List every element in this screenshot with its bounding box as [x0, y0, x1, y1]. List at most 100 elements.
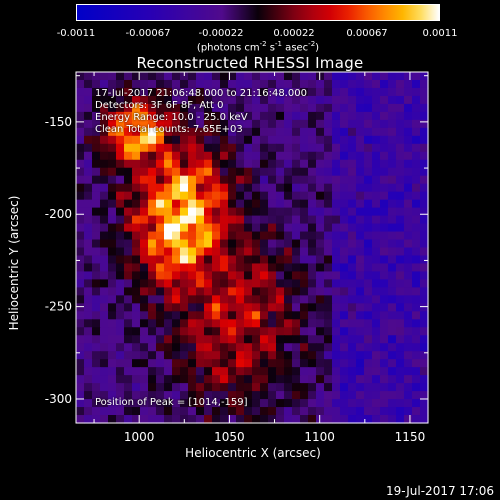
- heatmap-cell: [396, 399, 405, 408]
- heatmap-cell: [132, 215, 141, 225]
- heatmap-cell: [348, 159, 357, 169]
- heatmap-cell: [116, 191, 125, 201]
- heatmap-cell: [188, 271, 197, 281]
- heatmap-cell: [164, 143, 173, 153]
- heatmap-cell: [332, 159, 341, 169]
- heatmap-cell: [324, 231, 333, 241]
- heatmap-cell: [140, 359, 149, 368]
- heatmap-cell: [316, 263, 325, 273]
- heatmap-cell: [324, 223, 333, 233]
- heatmap-cell: [356, 159, 365, 169]
- heatmap-cell: [212, 231, 221, 241]
- heatmap-cell: [284, 327, 293, 336]
- heatmap-cell: [236, 263, 245, 273]
- heatmap-cell: [308, 263, 317, 273]
- heatmap-cell: [148, 95, 157, 105]
- heatmap-cell: [364, 279, 373, 288]
- heatmap-cell: [316, 135, 325, 145]
- heatmap-cell: [380, 72, 389, 81]
- heatmap-cell: [356, 103, 365, 113]
- heatmap-cell: [132, 375, 141, 384]
- heatmap-cell: [220, 87, 229, 97]
- heatmap-cell: [332, 103, 341, 113]
- heatmap-cell: [220, 207, 229, 217]
- heatmap-cell: [108, 383, 117, 392]
- heatmap-cell: [132, 311, 141, 320]
- heatmap-cell: [420, 343, 429, 352]
- heatmap-cell: [228, 327, 237, 336]
- heatmap-cell: [172, 311, 181, 320]
- heatmap-cell: [164, 247, 173, 257]
- heatmap-cell: [244, 239, 253, 249]
- heatmap-cell: [180, 127, 189, 137]
- heatmap-cell: [100, 375, 109, 384]
- heatmap-cell: [188, 159, 197, 169]
- heatmap-cell: [212, 199, 221, 209]
- heatmap-cell: [228, 223, 237, 233]
- heatmap-cell: [420, 231, 429, 241]
- heatmap-cell: [92, 271, 101, 281]
- heatmap-cell: [348, 415, 357, 424]
- heatmap-cell: [124, 327, 133, 336]
- heatmap-cell: [324, 351, 333, 360]
- heatmap-cell: [308, 143, 317, 153]
- heatmap-cell: [188, 207, 197, 217]
- heatmap-cell: [260, 183, 269, 193]
- heatmap-cell: [404, 135, 413, 145]
- heatmap-cell: [140, 367, 149, 376]
- heatmap-cell: [228, 407, 237, 416]
- colorbar-tick-label: -0.00022: [198, 28, 244, 39]
- heatmap-cell: [228, 279, 237, 288]
- heatmap-cell: [404, 111, 413, 121]
- heatmap-cell: [396, 199, 405, 209]
- heatmap-cell: [420, 95, 429, 105]
- heatmap-cell: [364, 151, 373, 161]
- heatmap-cell: [356, 295, 365, 304]
- heatmap-cell: [244, 207, 253, 217]
- heatmap-cell: [148, 375, 157, 384]
- heatmap-cell: [164, 319, 173, 328]
- heatmap-cell: [356, 239, 365, 249]
- heatmap-cell: [100, 399, 109, 408]
- heatmap-cell: [388, 327, 397, 336]
- heatmap-cell: [308, 103, 317, 113]
- heatmap-cell: [396, 207, 405, 217]
- heatmap-cell: [76, 255, 85, 265]
- heatmap-cell: [164, 271, 173, 281]
- heatmap-cell: [268, 327, 277, 336]
- heatmap-cell: [404, 319, 413, 328]
- heatmap-cell: [204, 119, 213, 129]
- heatmap-cell: [100, 247, 109, 257]
- heatmap-cell: [260, 111, 269, 121]
- heatmap-cell: [172, 159, 181, 169]
- heatmap-cell: [244, 231, 253, 241]
- heatmap-cell: [388, 383, 397, 392]
- heatmap-cell: [348, 215, 357, 225]
- heatmap-cell: [268, 407, 277, 416]
- heatmap-cell: [172, 343, 181, 352]
- heatmap-cell: [364, 375, 373, 384]
- heatmap-cell: [172, 239, 181, 249]
- heatmap-cell: [380, 415, 389, 424]
- heatmap-cell: [292, 191, 301, 201]
- heatmap-cell: [124, 239, 133, 249]
- heatmap-cell: [108, 151, 117, 161]
- heatmap-cell: [348, 175, 357, 185]
- heatmap-cell: [220, 335, 229, 344]
- heatmap-cell: [108, 287, 117, 296]
- heatmap-cell: [412, 391, 421, 400]
- heatmap-cell: [100, 167, 109, 177]
- heatmap-cell: [276, 175, 285, 185]
- heatmap-cell: [260, 319, 269, 328]
- heatmap-cell: [164, 87, 173, 97]
- heatmap-cell: [276, 271, 285, 281]
- heatmap-cell: [292, 279, 301, 288]
- heatmap-cell: [148, 351, 157, 360]
- heatmap-cell: [356, 359, 365, 368]
- heatmap-cell: [348, 127, 357, 137]
- heatmap-cell: [348, 271, 357, 281]
- heatmap-cell: [124, 175, 133, 185]
- heatmap-cell: [372, 367, 381, 376]
- heatmap-cell: [100, 263, 109, 273]
- heatmap-cell: [284, 159, 293, 169]
